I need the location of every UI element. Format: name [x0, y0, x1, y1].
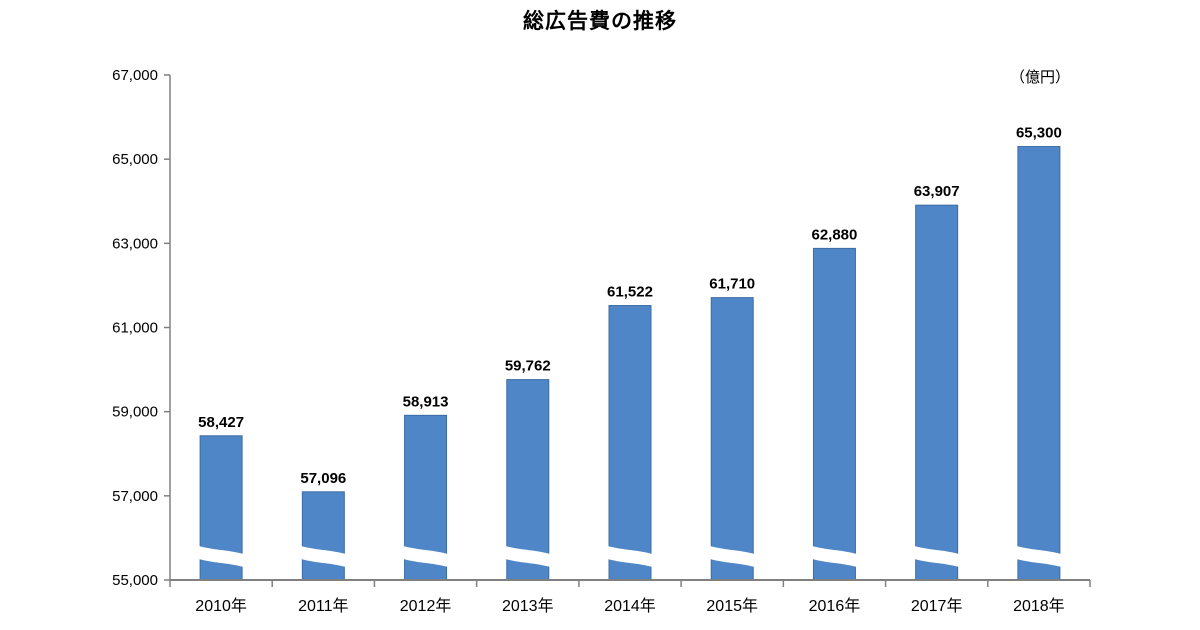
x-tick-label: 2010年 [195, 597, 247, 615]
axis-break-wave [811, 546, 857, 567]
bar [915, 204, 959, 581]
x-tick-label: 2016年 [809, 597, 861, 615]
bar-value-label: 63,907 [914, 183, 960, 200]
y-tick-label: 67,000 [112, 67, 158, 84]
bar-value-label: 58,913 [403, 393, 449, 410]
axis-break-wave [709, 546, 755, 567]
y-tick-label: 65,000 [112, 151, 158, 168]
bar-value-label: 62,880 [811, 226, 857, 243]
axis-break-wave [403, 546, 449, 567]
axis-break-wave [198, 546, 244, 567]
axis-break-wave [300, 546, 346, 567]
axis-break-wave [505, 546, 551, 567]
x-tick-label: 2018年 [1013, 597, 1065, 615]
unit-label: （億円） [1009, 69, 1070, 86]
chart-title: 総広告費の推移 [523, 10, 677, 33]
y-tick-label: 63,000 [112, 235, 158, 252]
y-tick-label: 55,000 [112, 572, 158, 589]
axis-break-wave [607, 546, 653, 567]
x-tick-label: 2011年 [298, 597, 348, 615]
bar-value-label: 65,300 [1016, 125, 1062, 142]
bar [710, 297, 754, 581]
x-tick-label: 2017年 [911, 597, 963, 615]
bar-value-label: 61,522 [607, 284, 653, 301]
bar [506, 379, 550, 581]
x-tick-label: 2014年 [604, 597, 656, 615]
y-tick-label: 57,000 [112, 488, 158, 505]
axis-break-wave [914, 546, 960, 567]
x-tick-label: 2015年 [706, 597, 758, 615]
bar-value-label: 59,762 [505, 358, 551, 375]
bar [812, 247, 856, 581]
bar [1017, 146, 1061, 581]
x-tick-label: 2013年 [502, 597, 554, 615]
bar [608, 305, 652, 581]
y-tick-label: 59,000 [112, 404, 158, 421]
bar-value-label: 61,710 [709, 276, 755, 293]
x-tick-label: 2012年 [400, 597, 452, 615]
axis-break-wave [1016, 546, 1062, 567]
bar-value-label: 58,427 [198, 414, 244, 431]
bar [301, 491, 345, 581]
y-tick-label: 61,000 [112, 320, 158, 337]
bar-value-label: 57,096 [300, 470, 346, 487]
